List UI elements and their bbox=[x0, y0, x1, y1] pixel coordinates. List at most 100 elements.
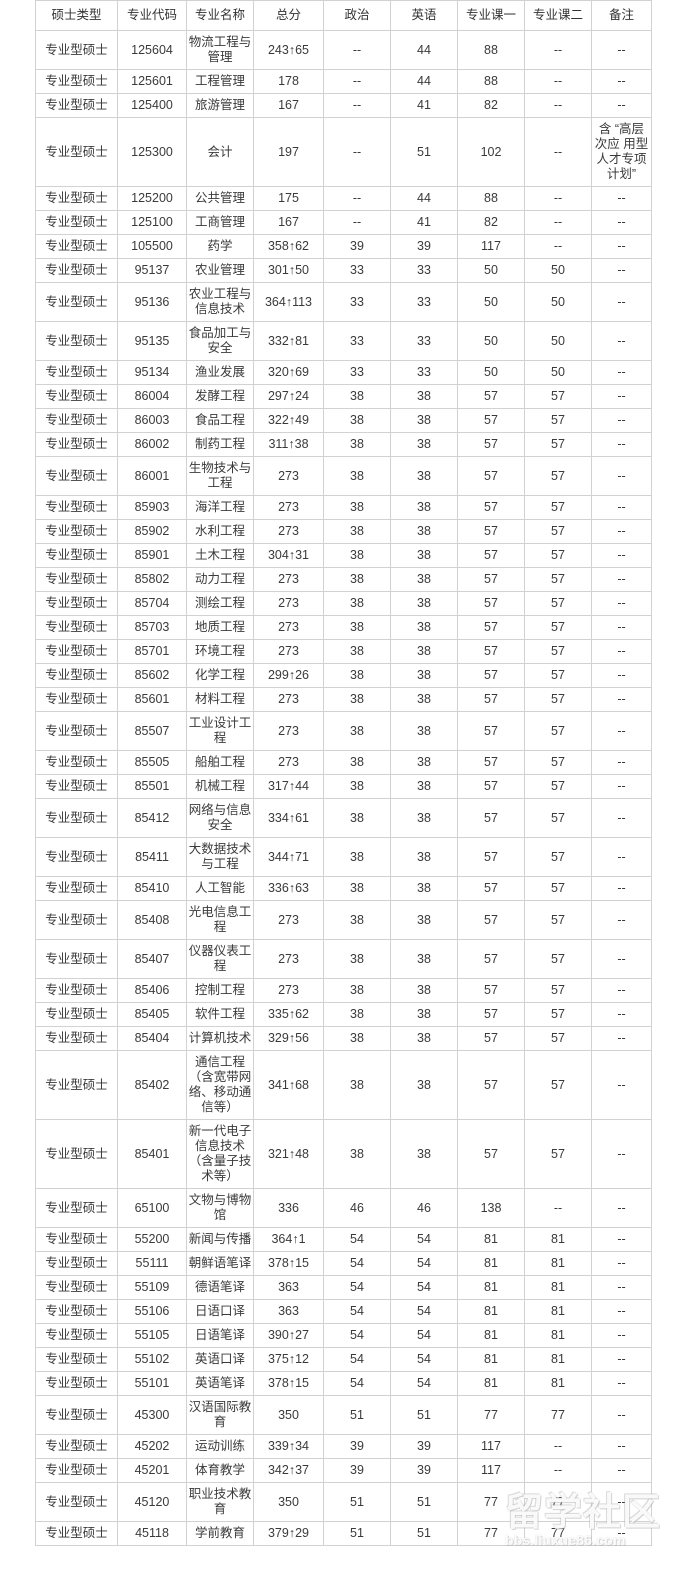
cell-total-score: 336 bbox=[253, 1188, 324, 1228]
cell-english: 41 bbox=[390, 210, 458, 235]
cell-politics: 39 bbox=[323, 1458, 391, 1483]
cell-degree-type: 专业型硕士 bbox=[35, 543, 118, 568]
cell-major-subject-two: 57 bbox=[524, 687, 592, 712]
cell-major-name: 英语笔译 bbox=[186, 1371, 254, 1396]
cell-major-subject-two: 57 bbox=[524, 1050, 592, 1120]
cell-remarks: -- bbox=[591, 519, 652, 544]
cell-major-subject-one: 81 bbox=[457, 1251, 525, 1276]
cell-degree-type: 专业型硕士 bbox=[35, 876, 118, 901]
cell-major-subject-two: 50 bbox=[524, 282, 592, 322]
table-row: 专业型硕士 85903 海洋工程 273 38 38 57 57 -- bbox=[35, 495, 652, 520]
cell-major-subject-two: 81 bbox=[524, 1371, 592, 1396]
cell-remarks: -- bbox=[591, 186, 652, 211]
table-row: 专业型硕士 85411 大数据技术与工程 344↑71 38 38 57 57 -- bbox=[35, 837, 652, 877]
cell-major-code: 85501 bbox=[117, 774, 187, 799]
cell-politics: 51 bbox=[323, 1521, 391, 1546]
cell-major-name: 制药工程 bbox=[186, 432, 254, 457]
cell-major-subject-one: 57 bbox=[457, 591, 525, 616]
cell-total-score: 339↑34 bbox=[253, 1434, 324, 1459]
table-row: 专业型硕士 105500 药学 358↑62 39 39 117 -- -- bbox=[35, 234, 652, 259]
cell-major-subject-two: 50 bbox=[524, 258, 592, 283]
cell-english: 54 bbox=[390, 1227, 458, 1252]
table-row: 专业型硕士 55105 日语笔译 390↑27 54 54 81 81 -- bbox=[35, 1323, 652, 1348]
cell-major-subject-two: 50 bbox=[524, 360, 592, 385]
cell-major-subject-two: 57 bbox=[524, 456, 592, 496]
table-row: 专业型硕士 85406 控制工程 273 38 38 57 57 -- bbox=[35, 978, 652, 1003]
cell-english: 38 bbox=[390, 837, 458, 877]
column-header-major-code: 专业代码 bbox=[117, 0, 187, 31]
cell-major-name: 体育教学 bbox=[186, 1458, 254, 1483]
table-row: 专业型硕士 45118 学前教育 379↑29 51 51 77 77 -- bbox=[35, 1521, 652, 1546]
cell-major-subject-one: 77 bbox=[457, 1521, 525, 1546]
cell-major-subject-two: 57 bbox=[524, 591, 592, 616]
cell-major-subject-two: 57 bbox=[524, 408, 592, 433]
cell-degree-type: 专业型硕士 bbox=[35, 258, 118, 283]
cell-major-subject-one: 57 bbox=[457, 1002, 525, 1027]
cell-total-score: 332↑81 bbox=[253, 321, 324, 361]
cell-politics: 38 bbox=[323, 837, 391, 877]
cell-english: 38 bbox=[390, 978, 458, 1003]
cell-major-subject-one: 57 bbox=[457, 774, 525, 799]
cell-major-name: 食品工程 bbox=[186, 408, 254, 433]
cell-total-score: 350 bbox=[253, 1395, 324, 1435]
cell-politics: 38 bbox=[323, 639, 391, 664]
table-row: 专业型硕士 86003 食品工程 322↑49 38 38 57 57 -- bbox=[35, 408, 652, 433]
cell-major-name: 环境工程 bbox=[186, 639, 254, 664]
cell-major-code: 45202 bbox=[117, 1434, 187, 1459]
column-header-major-subject-one: 专业课一 bbox=[457, 0, 525, 31]
cell-politics: 39 bbox=[323, 234, 391, 259]
cell-major-name: 海洋工程 bbox=[186, 495, 254, 520]
cell-major-name: 通信工程（含宽带网络、移动通信等） bbox=[186, 1050, 254, 1120]
cell-major-subject-two: 81 bbox=[524, 1251, 592, 1276]
cell-remarks: -- bbox=[591, 774, 652, 799]
cell-total-score: 390↑27 bbox=[253, 1323, 324, 1348]
cell-major-subject-two: -- bbox=[524, 234, 592, 259]
cell-major-code: 86003 bbox=[117, 408, 187, 433]
cell-major-subject-one: 117 bbox=[457, 1458, 525, 1483]
table-row: 专业型硕士 85402 通信工程（含宽带网络、移动通信等） 341↑68 38 38 57 5… bbox=[35, 1050, 652, 1120]
cell-major-code: 85404 bbox=[117, 1026, 187, 1051]
cell-politics: 38 bbox=[323, 615, 391, 640]
cell-total-score: 379↑29 bbox=[253, 1521, 324, 1546]
table-row: 专业型硕士 85704 测绘工程 273 38 38 57 57 -- bbox=[35, 591, 652, 616]
cell-major-name: 计算机技术 bbox=[186, 1026, 254, 1051]
cell-politics: 38 bbox=[323, 432, 391, 457]
cell-english: 38 bbox=[390, 384, 458, 409]
cell-major-subject-one: 57 bbox=[457, 432, 525, 457]
cell-major-subject-two: 57 bbox=[524, 1002, 592, 1027]
cell-english: 46 bbox=[390, 1188, 458, 1228]
cell-politics: 38 bbox=[323, 384, 391, 409]
cell-major-name: 新一代电子信息技术（含量子技术等） bbox=[186, 1119, 254, 1189]
cell-total-score: 301↑50 bbox=[253, 258, 324, 283]
cell-total-score: 299↑26 bbox=[253, 663, 324, 688]
cell-major-code: 45201 bbox=[117, 1458, 187, 1483]
cell-total-score: 320↑69 bbox=[253, 360, 324, 385]
cell-degree-type: 专业型硕士 bbox=[35, 1251, 118, 1276]
cell-remarks: -- bbox=[591, 1299, 652, 1324]
cell-degree-type: 专业型硕士 bbox=[35, 1275, 118, 1300]
cell-major-subject-two: -- bbox=[524, 210, 592, 235]
cell-total-score: 378↑15 bbox=[253, 1371, 324, 1396]
table-row: 专业型硕士 85703 地质工程 273 38 38 57 57 -- bbox=[35, 615, 652, 640]
cell-major-name: 药学 bbox=[186, 234, 254, 259]
table-row: 专业型硕士 85408 光电信息工程 273 38 38 57 57 -- bbox=[35, 900, 652, 940]
cell-major-subject-one: 82 bbox=[457, 210, 525, 235]
column-header-english: 英语 bbox=[390, 0, 458, 31]
cell-total-score: 304↑31 bbox=[253, 543, 324, 568]
cell-remarks: -- bbox=[591, 1002, 652, 1027]
cell-politics: 38 bbox=[323, 495, 391, 520]
cell-major-subject-two: 57 bbox=[524, 1026, 592, 1051]
cell-major-code: 65100 bbox=[117, 1188, 187, 1228]
cell-major-name: 工业设计工程 bbox=[186, 711, 254, 751]
cell-major-subject-two: 57 bbox=[524, 978, 592, 1003]
cell-degree-type: 专业型硕士 bbox=[35, 1371, 118, 1396]
cell-degree-type: 专业型硕士 bbox=[35, 615, 118, 640]
cell-major-name: 汉语国际教育 bbox=[186, 1395, 254, 1435]
cell-major-subject-one: 57 bbox=[457, 384, 525, 409]
cell-english: 38 bbox=[390, 495, 458, 520]
cell-remarks: -- bbox=[591, 282, 652, 322]
cell-english: 38 bbox=[390, 408, 458, 433]
cell-degree-type: 专业型硕士 bbox=[35, 1434, 118, 1459]
cell-degree-type: 专业型硕士 bbox=[35, 639, 118, 664]
cell-major-code: 95135 bbox=[117, 321, 187, 361]
